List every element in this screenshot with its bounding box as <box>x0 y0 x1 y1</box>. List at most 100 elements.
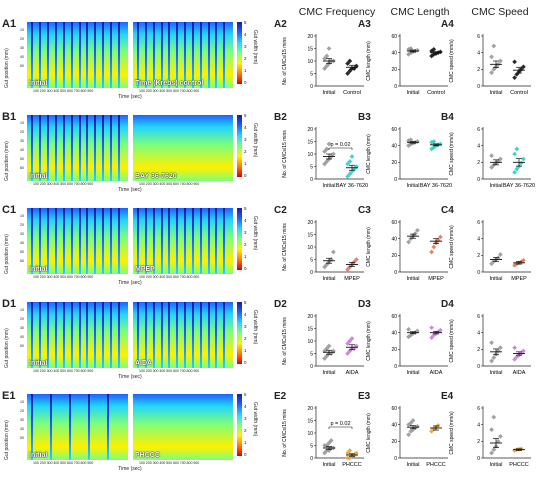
scatter-y-tick-label: 2 <box>477 253 480 259</box>
data-point-initial <box>324 353 330 359</box>
colorbar-tick: 2 <box>244 56 247 61</box>
heatmap-y-ticks-E: 10 20 30 40 50 <box>14 398 24 443</box>
data-point-initial <box>324 63 330 69</box>
heatmap-contraction-stripe <box>176 208 179 274</box>
heatmap-contraction-stripe <box>88 394 90 460</box>
scatter-y-tick-label: 60 <box>391 220 397 226</box>
heatmap-contraction-stripe <box>31 394 33 460</box>
data-point-mpep <box>345 267 351 272</box>
heatmap-contraction-stripe <box>118 302 121 368</box>
colorbar-tick: 1 <box>244 254 247 259</box>
heatmap-contraction-stripe <box>152 22 155 88</box>
heatmap-panel-label-B: B1 <box>2 111 17 123</box>
data-point-control <box>520 64 526 70</box>
scatter-x-tick-label: Initial <box>407 370 420 376</box>
scatter-y-tick-label: 0 <box>310 270 313 276</box>
panel-label-B4: B4 <box>441 112 454 123</box>
scatter-y-axis-label: CMC length (mm) <box>366 134 372 174</box>
heatmap-x-ticks-C-right: 100 200 300 400 500 600 700 800 900 <box>139 275 200 279</box>
data-point-control <box>345 61 351 66</box>
data-point-initial <box>497 58 503 64</box>
data-point-initial <box>326 46 332 51</box>
data-point-aida <box>345 341 351 346</box>
heatmap-y-tick: 20 <box>20 130 24 134</box>
scatter-y-tick-label: 5 <box>310 71 313 77</box>
scatter-x-tick-label: BAY 36-7620 <box>503 183 535 189</box>
scatter-x-tick-label: Initial <box>323 90 336 96</box>
heatmap-y-tick: 20 <box>20 409 24 413</box>
scatter-y-tick-label: 20 <box>391 160 397 166</box>
data-point-control <box>512 75 518 81</box>
scatter-y-tick-label: 5 <box>310 257 313 263</box>
heatmap-contraction-stripe <box>215 22 218 88</box>
heatmap-C-right: MPEP <box>133 208 233 274</box>
scatter-y-tick-label: 6 <box>477 220 480 226</box>
heatmap-caption-right: MPEP <box>135 266 155 273</box>
data-point-initial <box>497 433 503 439</box>
scatter-y-tick-label: 0 <box>477 364 480 370</box>
heatmap-contraction-stripe <box>199 208 202 274</box>
panel-label-E2: E2 <box>274 391 287 402</box>
scatter-y-tick-label: 0 <box>477 456 480 462</box>
data-point-initial <box>322 66 328 71</box>
scatter-x-tick-label: Initial <box>407 90 420 96</box>
scatter-y-tick-label: 20 <box>307 127 313 133</box>
scatter-y-tick-label: 2 <box>477 439 480 445</box>
colorbar-C <box>237 208 242 270</box>
scatter-y-tick-label: 10 <box>307 339 313 345</box>
heatmap-x-ticks-E-right: 100 200 300 400 500 600 700 800 900 <box>139 461 200 465</box>
scatter-y-tick-label: 20 <box>391 439 397 445</box>
heatmap-contraction-stripe <box>46 22 49 88</box>
data-point-initial <box>322 149 328 154</box>
data-point-aida <box>512 345 518 351</box>
heatmap-contraction-stripe <box>46 115 49 181</box>
scatter-y-tick-label: 6 <box>477 127 480 133</box>
colorbar-label-A: Gut width (mm) <box>252 30 258 65</box>
heatmap-contraction-stripe <box>102 22 105 88</box>
scatter-x-tick-label: Initial <box>490 90 503 96</box>
scatter-y-tick-label: 4 <box>477 143 480 149</box>
heatmap-y-ticks-D: 10 20 30 40 50 <box>14 306 24 351</box>
scatter-y-tick-label: 4 <box>477 50 480 56</box>
data-point-initial <box>322 356 328 361</box>
heatmap-contraction-stripe <box>160 302 163 368</box>
data-point-initial <box>491 447 497 453</box>
scatter-plot-D3: CMC length (mm) 0 20 40 60 Initial AIDA <box>366 314 448 376</box>
scatter-y-axis-label: CMC length (mm) <box>366 227 372 267</box>
data-point-aida <box>345 351 351 356</box>
heatmap-contraction-stripe <box>137 22 139 88</box>
data-point-mpep <box>431 244 437 250</box>
heatmap-panel-label-C: C1 <box>2 204 17 216</box>
scatter-y-tick-label: 10 <box>307 245 313 251</box>
heatmap-panel-label-D: D1 <box>2 298 17 310</box>
scatter-y-tick-label: 20 <box>391 347 397 353</box>
heatmap-y-tick: 10 <box>20 308 24 312</box>
scatter-plot-B4: CMC speed (mm/s) 0 2 4 6 Initial BAY 36-7620 <box>449 127 535 189</box>
heatmap-contraction-stripe <box>118 115 121 181</box>
data-point-initial <box>324 146 330 152</box>
colorbar-tick: 1 <box>244 440 247 445</box>
heatmap-contraction-stripe <box>152 302 155 368</box>
heatmap-y-tick: 50 <box>20 157 24 161</box>
heatmap-contraction-stripe <box>176 302 179 368</box>
heatmap-y-tick: 20 <box>20 223 24 227</box>
colorbar-tick: 3 <box>244 324 247 329</box>
data-point-initial <box>489 427 495 433</box>
heatmap-C-left: Initial <box>27 208 128 274</box>
colorbar-label-C: Gut width (mm) <box>252 216 258 251</box>
colorbar-tick: 5 <box>244 206 247 211</box>
scatter-x-tick-label: Control <box>427 90 445 96</box>
data-point-initial <box>489 340 495 346</box>
panel-label-A4: A4 <box>441 19 454 30</box>
heatmap-contraction-stripe <box>137 302 139 368</box>
heatmap-caption-right: Time (Krebs) control <box>135 80 204 87</box>
scatter-x-tick-label: Initial <box>323 183 336 189</box>
colorbar-tick: 0 <box>244 173 247 178</box>
heatmap-y-ticks-B: 10 20 30 40 50 60 <box>14 119 24 173</box>
heatmap-contraction-stripe <box>54 22 57 88</box>
scatter-y-tick-label: 20 <box>307 406 313 412</box>
heatmap-y-axis-label-B: Gut position (mm) <box>4 141 10 181</box>
heatmap-E-left: Initial <box>27 394 128 460</box>
scatter-y-tick-label: 0 <box>394 177 397 183</box>
data-point-initial <box>495 438 501 444</box>
